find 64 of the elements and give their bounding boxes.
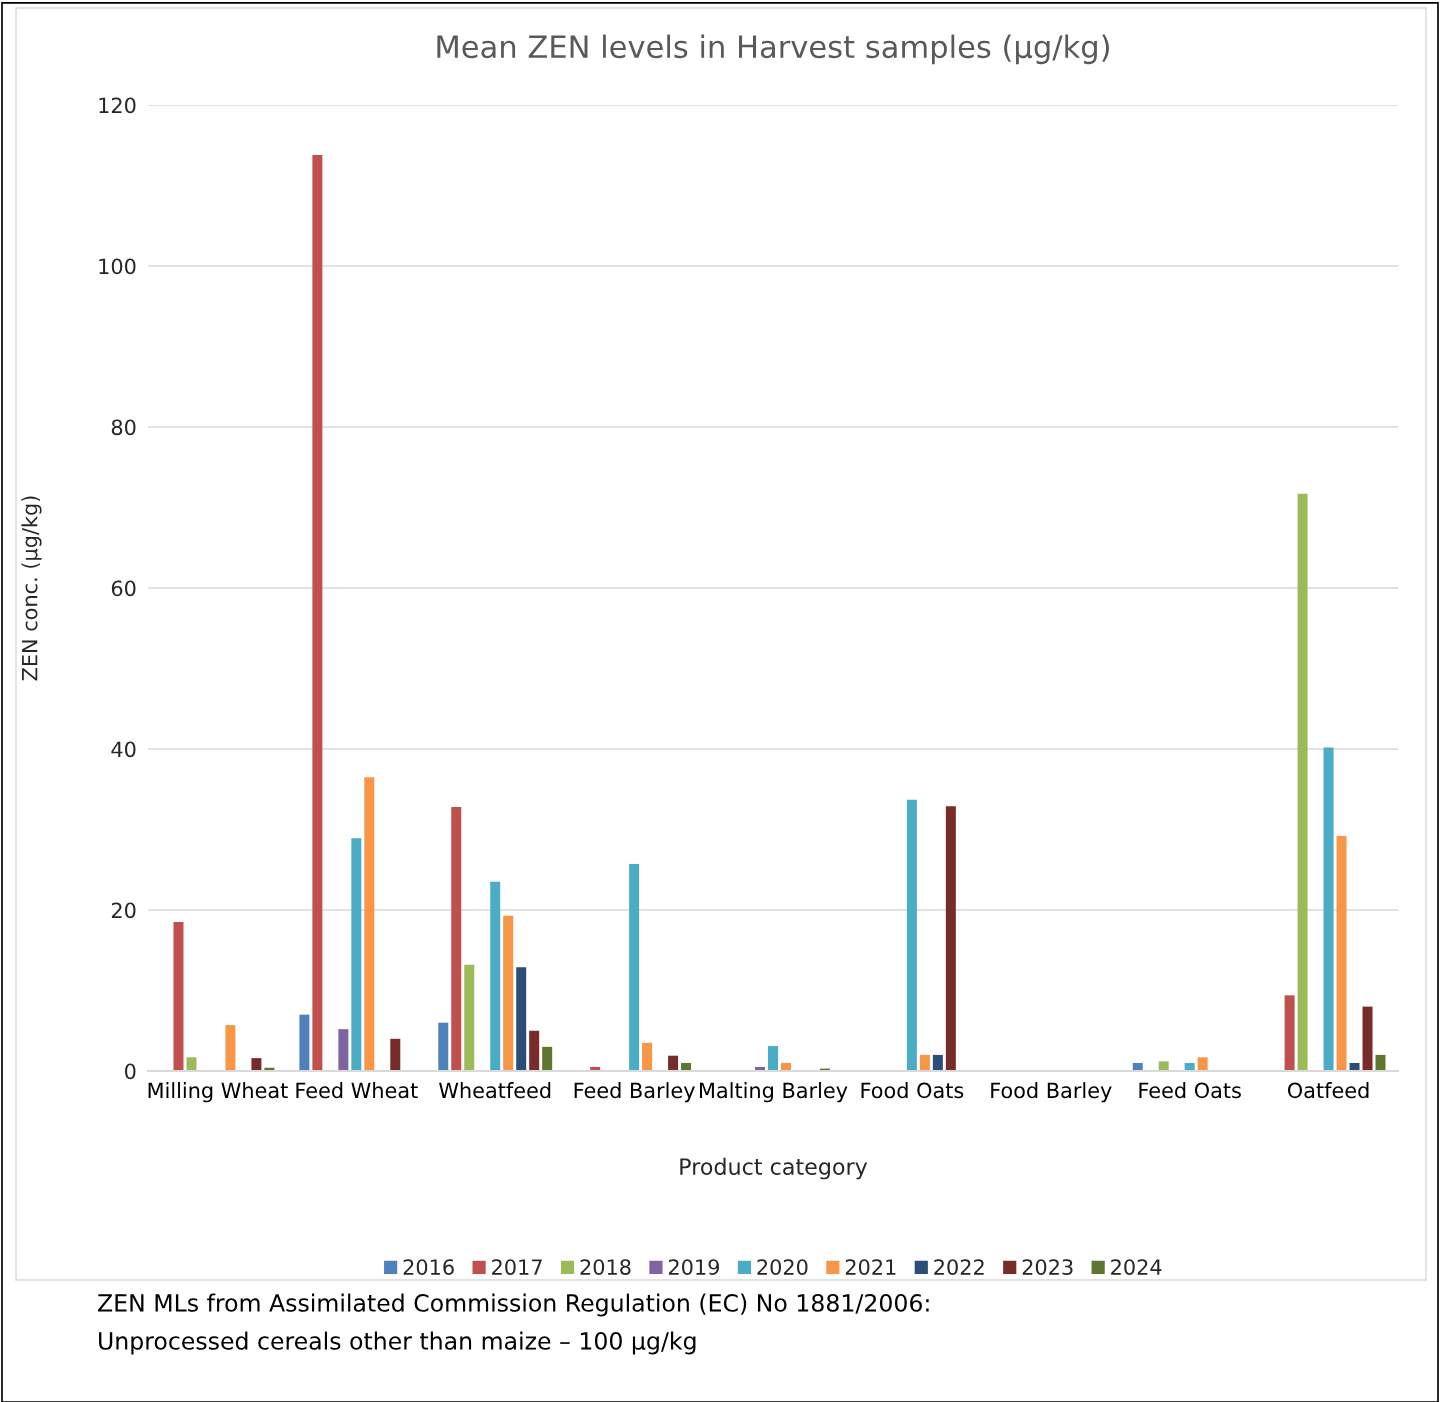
text: Unprocessed cereals other than maize – 100 µg/kg	[99, 1331, 696, 1355]
bar	[1336, 835, 1347, 1071]
y-tick-label: 100	[99, 258, 136, 275]
y-tick-label: 20	[111, 902, 136, 919]
bar	[225, 1025, 236, 1071]
bar	[1297, 493, 1308, 1071]
bar	[919, 1054, 930, 1071]
x-tick-label: Milling Wheat	[148, 1082, 288, 1103]
x-tick-label: Food Oats	[861, 1082, 964, 1099]
bar	[906, 799, 917, 1071]
y-tick-label: 80	[111, 419, 136, 436]
bar	[542, 1046, 553, 1071]
bar	[338, 1029, 349, 1071]
bar	[516, 967, 527, 1071]
x-tick-label: Feed Oats	[1139, 1082, 1241, 1099]
bar	[529, 1030, 540, 1071]
bar	[364, 777, 375, 1071]
bar	[668, 1055, 679, 1071]
y-tick-label: 40	[111, 741, 136, 758]
bar	[932, 1054, 943, 1071]
bar	[1375, 1054, 1386, 1071]
bar	[945, 806, 956, 1071]
y-tick-label: 60	[111, 580, 136, 597]
legend-label: 2023	[1022, 1259, 1073, 1275]
bar	[186, 1057, 197, 1071]
y-axis-title: ZEN conc. (µg/kg)	[21, 496, 42, 681]
bar	[438, 1022, 449, 1071]
x-tick-label: Food Barley	[991, 1082, 1112, 1103]
bar	[312, 154, 323, 1071]
y-tick-label: 0	[125, 1063, 136, 1080]
bar	[1197, 1057, 1208, 1071]
bar	[390, 1038, 401, 1071]
x-tick-label: Feed Wheat	[296, 1082, 418, 1099]
bar	[1323, 747, 1334, 1071]
legend-label: 2016	[403, 1259, 454, 1275]
bar	[451, 806, 462, 1071]
legend-label: 2022	[934, 1259, 984, 1275]
legend-label: 2019	[668, 1259, 719, 1275]
x-axis-title: Product category	[680, 1157, 868, 1180]
x-tick-label: Malting Barley	[700, 1082, 848, 1103]
bar	[464, 964, 475, 1071]
legend-label: 2017	[492, 1259, 542, 1275]
bar	[642, 1042, 653, 1071]
bar	[299, 1014, 310, 1071]
legend-label: 2020	[757, 1259, 808, 1275]
y-tick-label: 120	[99, 97, 136, 114]
bar	[1284, 995, 1295, 1071]
bar	[629, 864, 640, 1071]
x-tick-label: Feed Barley	[574, 1082, 695, 1103]
bar	[351, 838, 362, 1071]
legend-label: 2021	[845, 1259, 896, 1275]
bar	[490, 881, 501, 1071]
bar	[1362, 1006, 1373, 1071]
bar	[173, 922, 184, 1071]
bar	[251, 1058, 262, 1071]
bar	[503, 915, 514, 1071]
legend-label: 2018	[580, 1259, 631, 1275]
chart-title: Mean ZEN levels in Harvest samples (µg/kg)	[437, 34, 1109, 65]
x-tick-label: Oatfeed	[1287, 1082, 1369, 1099]
x-tick-label: Wheatfeed	[439, 1082, 551, 1099]
bar	[768, 1046, 778, 1071]
text: ZEN MLs from Assimilated Commission Regulation (EC) No 1881/2006:	[98, 1293, 929, 1317]
legend-label: 2024	[1111, 1259, 1162, 1275]
bar	[1158, 1061, 1169, 1071]
